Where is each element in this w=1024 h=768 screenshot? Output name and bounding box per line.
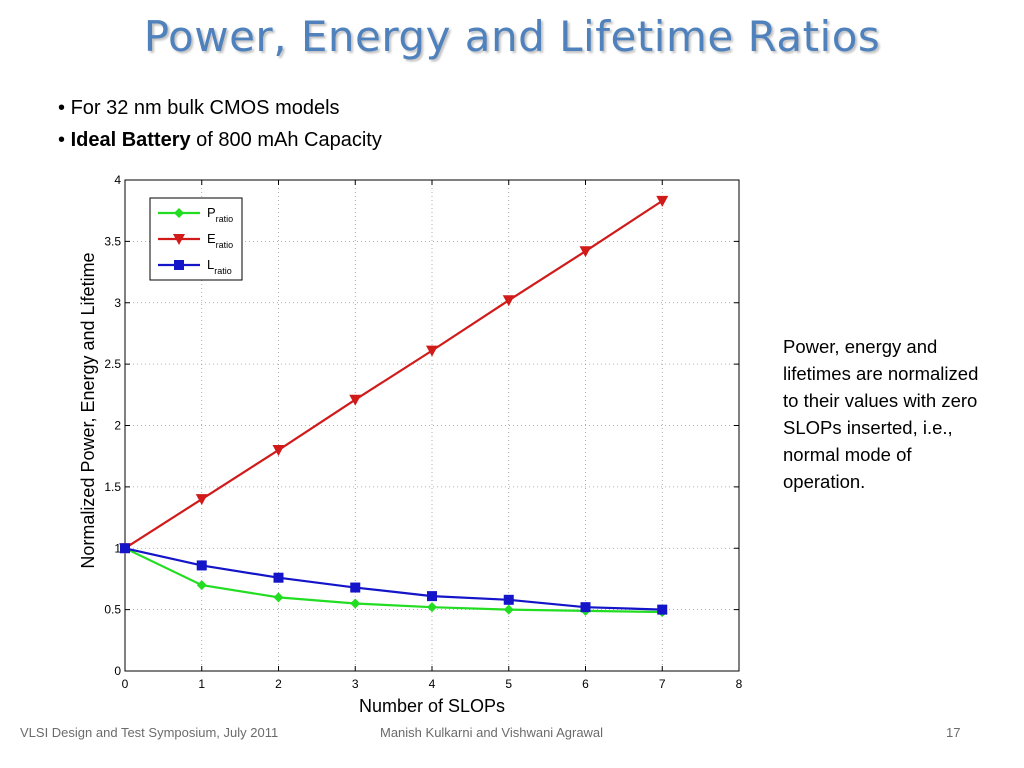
- y-tick-label: 4: [114, 173, 121, 187]
- data-point: [120, 543, 130, 554]
- data-point: [579, 246, 592, 258]
- y-tick-label: 3.5: [104, 234, 121, 248]
- y-tick-label: 0: [114, 664, 121, 678]
- series-line: [124, 547, 663, 614]
- series-line: [124, 547, 663, 611]
- bullet-item-1: • For 32 nm bulk CMOS models: [58, 92, 382, 124]
- data-point: [350, 598, 361, 609]
- x-tick-label: 1: [198, 677, 205, 691]
- bullet-dot: •: [58, 97, 71, 119]
- x-tick-label: 5: [505, 677, 512, 691]
- legend-subscript: ratio: [216, 240, 234, 250]
- y-tick-label: 1.5: [104, 480, 121, 494]
- x-tick-label: 3: [352, 677, 359, 691]
- data-point: [273, 592, 284, 603]
- data-point: [656, 195, 669, 207]
- data-point: [502, 295, 515, 307]
- data-point: [272, 445, 285, 457]
- data-point: [173, 234, 185, 245]
- bullet-text-1: For 32 nm bulk CMOS models: [70, 97, 340, 119]
- x-tick-label: 7: [659, 677, 666, 691]
- bullet-list: • For 32 nm bulk CMOS models • Ideal Bat…: [58, 92, 382, 156]
- bullet-text-2: of 800 mAh Capacity: [190, 129, 382, 151]
- legend-subscript: ratio: [216, 214, 234, 224]
- x-tick-label: 4: [429, 677, 436, 691]
- footer-page-number: 17: [946, 725, 961, 740]
- y-tick-label: 2.5: [104, 357, 121, 371]
- slide-title: Power, Energy and Lifetime Ratios: [143, 12, 881, 61]
- series-L: [120, 543, 668, 615]
- normalization-note: Power, energy and lifetimes are normaliz…: [783, 336, 979, 492]
- data-point: [503, 604, 514, 615]
- data-point: [427, 602, 437, 613]
- data-point: [427, 591, 437, 602]
- data-point: [350, 582, 361, 593]
- x-axis-label: Number of SLOPs: [359, 696, 505, 716]
- data-point: [174, 260, 184, 270]
- data-point: [657, 604, 668, 615]
- x-tick-label: 8: [736, 677, 743, 691]
- footer-conference: VLSI Design and Test Symposium, July 201…: [20, 725, 279, 740]
- legend-subscript: ratio: [214, 266, 232, 276]
- x-tick-label: 2: [275, 677, 282, 691]
- bullet-bold-2: Ideal Battery: [70, 129, 191, 151]
- bullet-item-2: • Ideal Battery of 800 mAh Capacity: [58, 124, 382, 156]
- y-tick-label: 0.5: [104, 603, 121, 617]
- x-tick-label: 6: [582, 677, 589, 691]
- footer-authors: Manish Kulkarni and Vishwani Agrawal: [380, 725, 604, 740]
- data-point: [196, 580, 207, 591]
- series-line: [124, 199, 663, 550]
- bullet-dot: •: [58, 129, 71, 151]
- series-E: [119, 195, 669, 555]
- data-point: [195, 494, 208, 506]
- data-point: [196, 560, 207, 571]
- data-point: [426, 345, 438, 357]
- x-tick-label: 0: [122, 677, 129, 691]
- y-tick-label: 3: [114, 296, 121, 310]
- y-axis-label: Normalized Power, Energy and Lifetime: [78, 252, 98, 568]
- data-point: [580, 602, 591, 613]
- data-point: [273, 572, 284, 583]
- line-chart: 0 1 2 3 4 5 6 7 8 0 0.5 1 1.5 2 2.5 3 3.5 4 Number of SLOP…: [78, 173, 743, 716]
- data-point: [503, 594, 514, 605]
- data-point: [349, 394, 362, 406]
- y-tick-label: 1: [114, 541, 121, 555]
- y-tick-label: 2: [114, 419, 121, 433]
- data-point: [174, 208, 184, 218]
